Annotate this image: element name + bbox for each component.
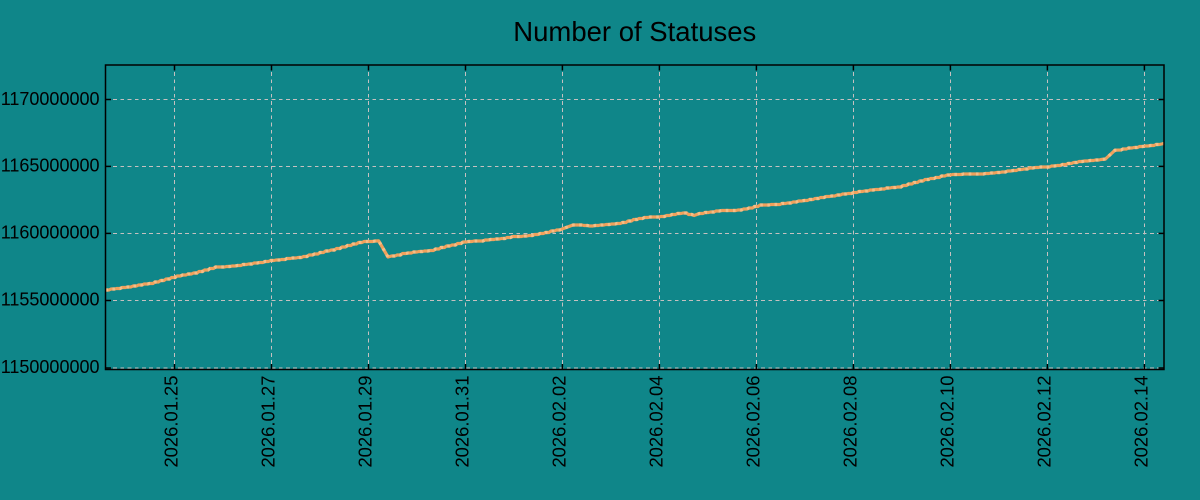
svg-text:1160000000: 1160000000 bbox=[1, 222, 100, 242]
svg-text:2026.01.31: 2026.01.31 bbox=[452, 376, 473, 468]
svg-text:2026.01.25: 2026.01.25 bbox=[161, 376, 182, 468]
svg-text:2026.02.12: 2026.02.12 bbox=[1033, 376, 1054, 468]
svg-text:2026.02.04: 2026.02.04 bbox=[645, 376, 666, 468]
svg-text:2026.02.02: 2026.02.02 bbox=[548, 376, 569, 468]
svg-text:2026.02.14: 2026.02.14 bbox=[1130, 376, 1151, 468]
svg-text:1170000000: 1170000000 bbox=[1, 89, 100, 109]
svg-text:2026.02.06: 2026.02.06 bbox=[742, 376, 763, 468]
svg-text:2026.01.29: 2026.01.29 bbox=[355, 376, 376, 468]
svg-text:1155000000: 1155000000 bbox=[1, 289, 100, 309]
svg-text:1150000000: 1150000000 bbox=[1, 357, 100, 377]
svg-text:1165000000: 1165000000 bbox=[1, 155, 100, 175]
svg-text:2026.01.27: 2026.01.27 bbox=[258, 376, 279, 468]
svg-text:Number of Statuses: Number of Statuses bbox=[513, 16, 756, 47]
svg-text:2026.02.08: 2026.02.08 bbox=[839, 376, 860, 468]
svg-text:2026.02.10: 2026.02.10 bbox=[936, 376, 957, 468]
